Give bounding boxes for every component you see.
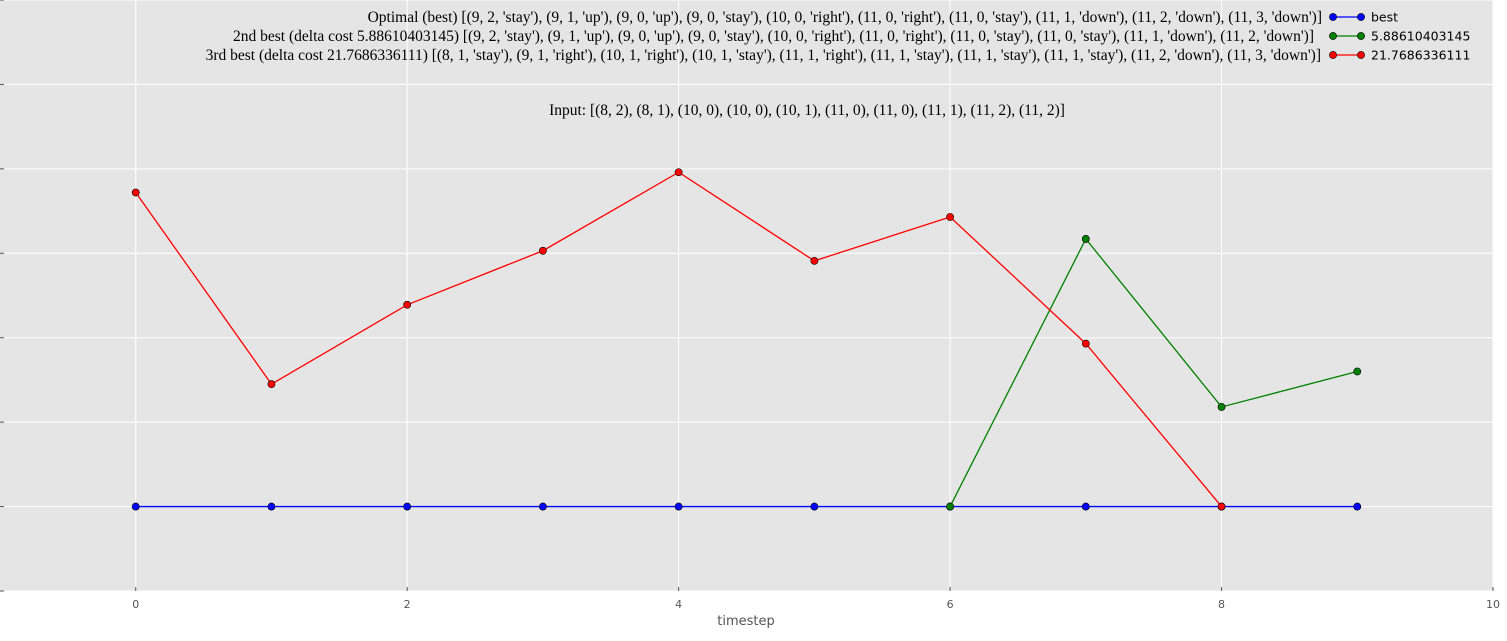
- data-point: [267, 502, 276, 511]
- data-point: [539, 246, 547, 255]
- legend-marker: [1357, 51, 1365, 59]
- data-point: [1353, 502, 1362, 511]
- plot-background: [0, 0, 1493, 591]
- x-tick-label: 0: [132, 598, 139, 611]
- axis-ticks: 0 2 4 6 8 10: [0, 0, 1500, 611]
- legend-label: 21.7686336111: [1371, 48, 1470, 63]
- data-point: [946, 213, 954, 221]
- series-layer: [131, 168, 1362, 511]
- grid: [0, 0, 1494, 592]
- series-line: [949, 237, 1358, 507]
- x-tick-label: 8: [1218, 598, 1225, 611]
- data-point: [1353, 367, 1362, 376]
- legend-marker: [1357, 32, 1365, 40]
- data-point: [131, 502, 140, 511]
- data-point: [1081, 502, 1090, 511]
- data-point: [946, 502, 954, 511]
- data-point: [403, 502, 412, 511]
- title-line-2: 2nd best (delta cost 5.88610403145) [(9,…: [233, 28, 1314, 45]
- series-2: [946, 235, 1362, 511]
- x-tick-label: 10: [1486, 598, 1500, 611]
- data-point: [267, 380, 276, 389]
- data-point: [131, 188, 140, 197]
- series-1: [131, 502, 1362, 511]
- title-line-1: Optimal (best) [(9, 2, 'stay'), (9, 1, '…: [368, 9, 1322, 26]
- x-tick-label: 2: [404, 598, 411, 611]
- data-point: [674, 168, 683, 177]
- data-point: [810, 256, 819, 265]
- input-annotation: Input: [(8, 2), (8, 1), (10, 0), (10, 0)…: [549, 102, 1065, 119]
- data-point: [1217, 403, 1226, 411]
- data-point: [1081, 339, 1090, 348]
- x-tick-label: 6: [947, 598, 954, 611]
- data-point: [810, 502, 819, 511]
- series-3: [131, 168, 1226, 511]
- legend-marker: [1357, 13, 1365, 21]
- legend-marker: [1329, 13, 1337, 21]
- chart-title: Optimal (best) [(9, 2, 'stay'), (9, 1, '…: [206, 9, 1322, 64]
- legend-marker: [1329, 32, 1337, 40]
- data-point: [1217, 502, 1226, 511]
- legend-marker: [1329, 51, 1337, 59]
- legend-label: best: [1371, 10, 1398, 25]
- x-axis-label: timestep: [717, 614, 775, 629]
- title-line-3: 3rd best (delta cost 21.7686336111) [(8,…: [206, 47, 1321, 64]
- legend: best 5.88610403145 21.7686336111: [1326, 4, 1486, 68]
- legend-label: 5.88610403145: [1371, 29, 1470, 44]
- data-point: [674, 502, 683, 511]
- data-point: [1081, 235, 1090, 243]
- data-point: [539, 502, 547, 511]
- data-point: [403, 300, 412, 309]
- x-tick-label: 4: [675, 598, 682, 611]
